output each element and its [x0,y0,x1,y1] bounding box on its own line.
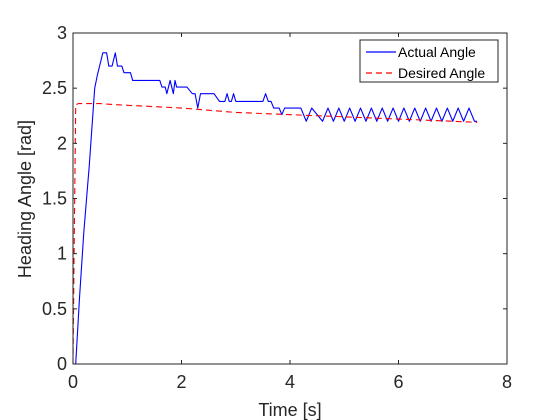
x-tick-label: 4 [285,372,295,392]
x-axis-label: Time [s] [258,400,321,420]
y-tick-label: 2.5 [42,78,67,98]
legend-box [359,39,499,83]
y-axis-label: Heading Angle [rad] [15,120,35,278]
x-tick-label: 6 [393,372,403,392]
legend-label-desired-angle: Desired Angle [398,65,485,81]
axes: 0 2 4 6 8 0 0.5 1 1.5 2 2.5 3 [42,23,512,392]
y-tick-label: 2 [57,133,67,153]
y-tick-label: 0.5 [42,299,67,319]
y-tick-label: 1.5 [42,189,67,209]
y-tick-label: 0 [57,354,67,374]
plot-area [73,33,507,364]
series-line-desired-angle [72,103,478,365]
x-tick-label: 8 [502,372,512,392]
x-tick-label: 0 [68,372,78,392]
legend-label-actual-angle: Actual Angle [398,44,476,60]
y-tick-label: 3 [57,23,67,43]
x-tick-label: 2 [176,372,186,392]
plot-background [73,33,507,364]
legend: Actual Angle Desired Angle [359,39,499,83]
series-layer [72,52,478,365]
y-tick-label: 1 [57,244,67,264]
series-line-actual-angle [73,52,478,365]
